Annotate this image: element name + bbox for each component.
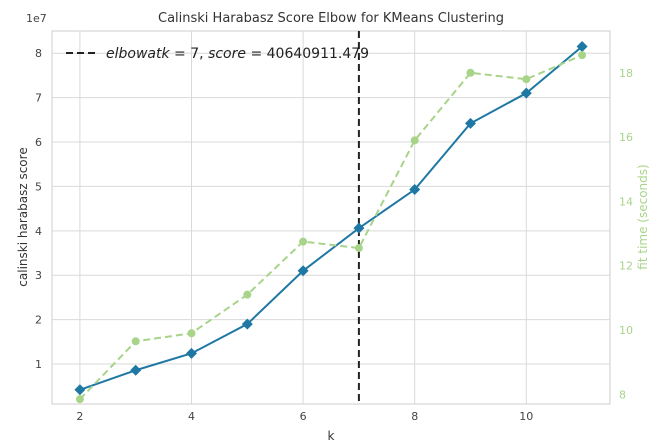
chart-title: Calinski Harabasz Score Elbow for KMeans… [158, 11, 504, 26]
y-tick-label: 1 [35, 358, 42, 371]
legend-score-value: 40640911.479 [267, 46, 369, 62]
fit-time-point [75, 395, 84, 404]
y-tick-label: 7 [35, 92, 42, 105]
y-tick-label: 5 [35, 180, 42, 193]
grid [52, 31, 610, 404]
y2-tick-label: 8 [619, 388, 626, 401]
fit-time-point [299, 237, 308, 246]
fit-time-point [187, 329, 196, 338]
score-point [186, 347, 197, 359]
legend: elbowatk = 7, score = 40640911.479 [66, 46, 369, 62]
fit-time-point [354, 244, 363, 253]
score-point [520, 87, 532, 99]
y-tick-label: 2 [35, 314, 42, 327]
score-point [409, 184, 421, 196]
fit-time-point [466, 68, 475, 77]
fit-time-point [410, 136, 419, 145]
y2-tick-label: 18 [619, 67, 633, 80]
fit-time-point [131, 337, 140, 346]
score-point [465, 117, 476, 129]
fit-time-line [79, 54, 583, 400]
y2-tick-label: 12 [619, 260, 633, 273]
score-point [353, 222, 365, 234]
y-tick-label: 6 [35, 136, 42, 149]
x-tick-label: 2 [76, 410, 83, 423]
fit-time-point [522, 75, 531, 84]
score-point [576, 41, 588, 53]
legend-comma: , [199, 46, 208, 62]
score-line [79, 45, 583, 391]
x-tick-label: 10 [519, 410, 533, 423]
y2-tick-label: 14 [619, 195, 633, 208]
fit-time-point [243, 290, 252, 299]
legend-k-text: elbowatk [106, 46, 170, 62]
score-point [74, 384, 86, 396]
score-point [241, 318, 253, 330]
x-tick-label: 8 [411, 410, 418, 423]
score-point [130, 364, 142, 376]
legend-equals-k: = [170, 46, 191, 62]
fit-time-point [578, 51, 587, 60]
x-tick-label: 6 [300, 410, 307, 423]
y-multiplier-label: 1e7 [26, 12, 47, 25]
y2-axis-title: fit time (seconds) [636, 164, 650, 269]
series-group [74, 41, 588, 404]
legend-score-text: score [208, 46, 246, 62]
legend-label: elbowatk = 7, score = 40640911.479 [106, 46, 369, 62]
score-point [297, 265, 309, 277]
y2-tick-label: 10 [619, 324, 633, 337]
legend-equals-score: = [246, 46, 267, 62]
x-tick-label: 4 [188, 410, 195, 423]
legend-k-value: 7 [190, 46, 199, 62]
y-axis-title: calinski harabasz score [16, 147, 30, 286]
x-axis-title: k [328, 429, 335, 443]
y-tick-label: 3 [35, 269, 42, 282]
y2-tick-label: 16 [619, 131, 633, 144]
y-tick-label: 8 [35, 47, 42, 60]
y-tick-label: 4 [35, 225, 42, 238]
plot-area [51, 30, 611, 405]
